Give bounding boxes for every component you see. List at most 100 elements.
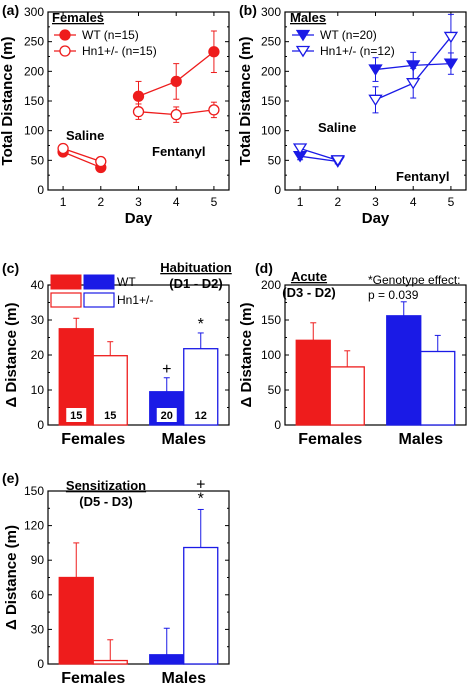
panel-d-bar [329,366,365,426]
panel-b-point [330,155,345,167]
panel-a-ylabel: Total Distance (m) [0,37,16,166]
panel-a-ytick-label: 0 [37,183,44,197]
panel-b-ylabel: Total Distance (m) [237,37,254,166]
panel-d-label: (d) [255,260,273,276]
panel-b-ytick-label: 200 [261,64,281,78]
panel-c-n-label: 12 [195,410,207,422]
panel-a-ytick-label: 250 [24,35,44,49]
panel-d-bar [295,339,331,426]
panel-d-ytick-label: 0 [274,418,281,432]
panel-c-label: (c) [2,260,19,276]
panel-e-ytick-label: 120 [24,519,44,533]
panel-a-ytick-label: 50 [31,153,45,167]
panel-e-subtitle: (D5 - D3) [79,494,132,509]
panel-b-legend-title: Males [290,10,326,25]
panel-c-ylabel: Δ Distance (m) [3,303,20,408]
panel-a-ytick-label: 200 [24,64,44,78]
panel-a-xlabel: Day [125,210,153,227]
panel-b-legend-label: WT (n=20) [320,28,377,42]
panel-a-xtick-label: 5 [211,195,218,209]
panel-a-legend-marker [59,45,71,57]
panel-d-category-label: Males [399,431,444,448]
panel-c-legend-swatch-wt-male [83,274,115,290]
panel-a-ytick-label: 100 [24,124,44,138]
panel-a-annotation-saline: Saline [66,128,104,143]
panel-c-category-label: Males [162,431,207,448]
panel-b-point [292,143,308,155]
panel-e-title: Sensitization [66,478,146,493]
panel-c-n-label: 15 [70,410,82,422]
panel-a-point [208,104,220,116]
panel-e-bar [183,546,219,665]
panel-c-ytick-label: 0 [37,418,44,432]
panel-c-n-label: 15 [104,410,116,422]
panel-c-ytick-label: 40 [31,278,45,292]
panel-e-ytick-label: 90 [31,553,45,567]
panel-c-bar [183,348,219,426]
panel-b-point [368,94,383,107]
panel-c-ytick-label: 10 [31,383,45,397]
panel-a-xtick-label: 4 [173,195,180,209]
panel-d-ytick-label: 200 [261,278,281,292]
panel-a-xtick-label: 2 [97,195,104,209]
panel-a-legend-title: Females [52,10,104,25]
panel-b-series-line-1 [299,147,338,161]
panel-e-ytick-label: 60 [31,588,45,602]
panel-e-ytick-label: 150 [24,484,44,498]
panel-a-point [57,142,69,155]
panel-c-n-badge [156,408,177,422]
panel-a-xtick-label: 1 [60,195,67,209]
panel-b-annotation-fentanyl: Fentanyl [396,169,449,184]
panel-b-point [443,31,459,44]
panel-d-note: p = 0.039 [368,288,419,302]
panel-a-ytick-label: 150 [24,94,44,108]
panel-e-ylabel: Δ Distance (m) [3,525,20,630]
panel-b-ytick-label: 100 [261,124,281,138]
panel-c-category-label: Females [61,431,125,448]
panel-a-series-line-1 [62,147,102,163]
panel-a-legend-label: Hn1+/- (n=15) [82,44,157,58]
panel-a-legend-label: WT (n=15) [82,28,139,42]
panel-d-ylabel: Δ Distance (m) [238,303,255,408]
panel-c-significance-mark: + [162,361,171,378]
panel-e-label: (e) [2,470,19,486]
panel-c-bar [92,355,128,426]
panel-b-legend-marker [295,29,311,42]
panel-b-annotation-saline: Saline [318,120,356,135]
panel-a-annotation-fentanyl: Fentanyl [152,144,205,159]
panel-a-point [132,106,145,118]
panel-d-ytick-label: 50 [268,383,282,397]
panel-b-ytick-label: 250 [261,35,281,49]
panel-b-series-line-0 [299,155,338,163]
panel-c-title: Habituation [160,260,232,275]
panel-b-point [406,78,421,90]
panel-a-point [132,90,145,102]
panel-e-bar [92,659,128,665]
panel-c-legend-swatch-hn1-male [83,292,115,308]
panel-c-ytick-label: 20 [31,348,45,362]
panel-c-significance-mark: * [198,316,204,333]
panel-b-xtick-label: 5 [448,195,455,209]
panel-d-ytick-label: 100 [261,348,281,362]
panel-b-ytick-label: 0 [274,183,281,197]
panel-c-ytick-label: 30 [31,313,45,327]
panel-c-n-label: 20 [161,410,173,422]
panel-a-point [95,155,107,168]
panel-a-ytick-label: 300 [24,5,44,19]
panel-b-ytick-label: 300 [261,5,281,19]
panel-a-xtick-label: 3 [135,195,142,209]
panel-c-legend-label: Hn1+/- [117,293,153,307]
panel-d-bar [386,315,422,426]
panel-b-legend-marker [295,45,311,58]
panel-d-category-label: Females [298,431,362,448]
panel-e-significance-mark: + [196,476,205,493]
panel-b-xtick-label: 1 [297,195,304,209]
panel-d-title: Acute [291,269,327,284]
panel-a-label: (a) [2,2,19,18]
panel-b-xtick-label: 4 [410,195,417,209]
panel-c-n-badge [66,408,87,422]
panel-d-bar [420,350,456,426]
panel-d-ytick-label: 150 [261,313,281,327]
panel-b-xlabel: Day [362,210,390,227]
